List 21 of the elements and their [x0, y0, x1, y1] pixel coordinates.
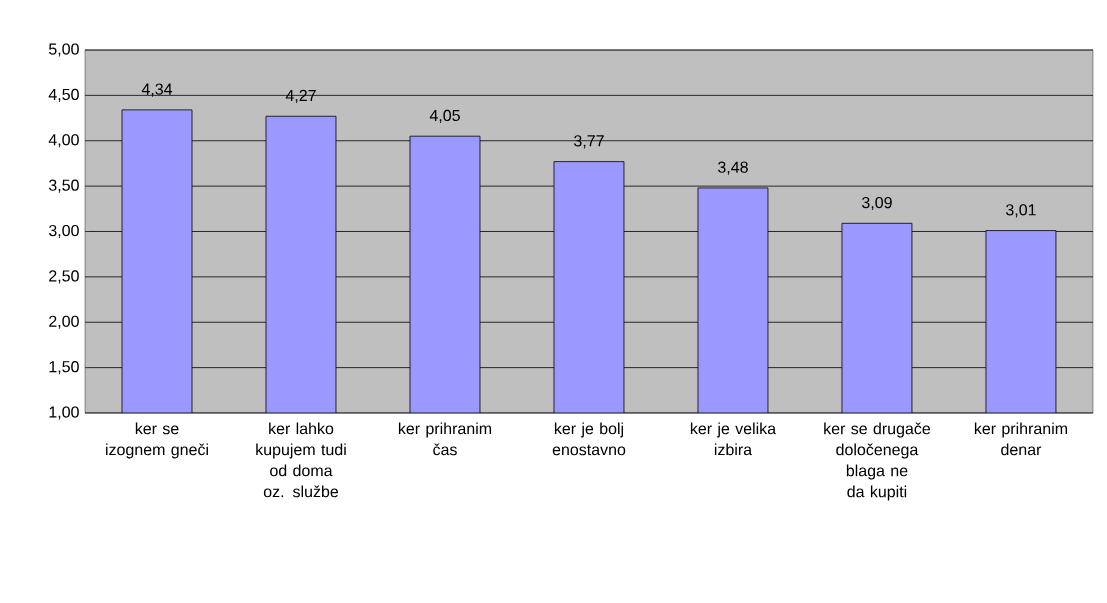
y-tick-label: 3,00 — [48, 224, 79, 239]
y-tick-label: 4,50 — [48, 88, 79, 102]
y-tick-label: 2,00 — [49, 315, 79, 329]
x-tick-label: ker je bolj enostavno — [552, 422, 626, 456]
y-tick-label: 1,50 — [49, 361, 79, 375]
x-tick-label: ker prihranim denar — [974, 422, 1068, 456]
data-label: 4,05 — [429, 109, 460, 123]
x-tick-label: ker se drugače določenega blaga ne da kupiti — [824, 422, 931, 501]
x-tick-label: ker je velika izbira — [690, 422, 777, 456]
y-tick-label: 3,50 — [48, 179, 79, 193]
data-label: 4,34 — [141, 83, 173, 97]
y-tick-label: 1,00 — [49, 406, 79, 420]
x-tick-label: ker prihranim čas — [398, 422, 492, 456]
data-label: 3,09 — [862, 196, 892, 211]
x-tick-label: ker lahko kupujem tudi od doma oz. službe — [256, 422, 346, 498]
y-tick-label: 5,00 — [48, 43, 79, 57]
data-label: 3,01 — [1006, 204, 1036, 218]
x-tick-label: ker se izognem gneči — [106, 422, 208, 459]
y-tick-label: 2,50 — [49, 270, 79, 284]
data-label: 3,48 — [718, 161, 748, 175]
y-tick-label: 4,00 — [48, 134, 79, 148]
